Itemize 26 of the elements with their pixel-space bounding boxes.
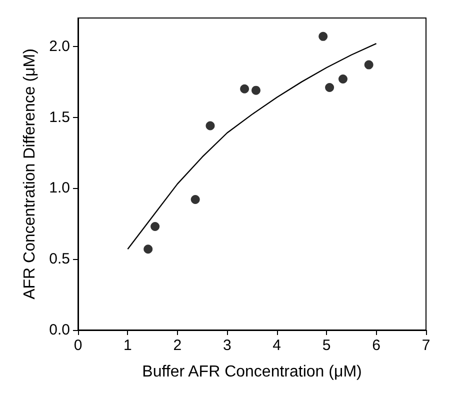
point bbox=[150, 222, 160, 231]
x-tick-label: 7 bbox=[422, 337, 430, 354]
point bbox=[190, 195, 200, 204]
y-tick-label: 1.0 bbox=[49, 180, 70, 197]
line-series bbox=[127, 42, 377, 250]
x-tick-label: 6 bbox=[372, 337, 380, 354]
point bbox=[206, 121, 215, 130]
x-tick-label: 0 bbox=[74, 337, 82, 354]
y-tick-label: 2.0 bbox=[49, 38, 70, 55]
y-tick-label: 0.5 bbox=[49, 250, 70, 268]
point bbox=[144, 244, 153, 254]
point bbox=[338, 74, 348, 84]
point bbox=[364, 60, 374, 70]
point bbox=[251, 86, 260, 95]
y-axis-title: AFR Concentration Difference (μM) bbox=[22, 48, 38, 300]
x-tick-label: 5 bbox=[322, 337, 331, 354]
x-tick-label: 1 bbox=[124, 337, 132, 354]
x-tick-label: 2 bbox=[173, 337, 182, 354]
y-tick-label: 1.5 bbox=[49, 108, 70, 126]
point bbox=[325, 82, 334, 92]
point bbox=[240, 84, 250, 94]
point bbox=[318, 32, 328, 41]
x-axis-title: Buffer AFR Concentration (μM) bbox=[142, 364, 362, 380]
y-tick-label: 0.0 bbox=[49, 322, 70, 338]
x-tick-label: 4 bbox=[272, 337, 282, 354]
x-tick-label: 3 bbox=[222, 337, 232, 354]
